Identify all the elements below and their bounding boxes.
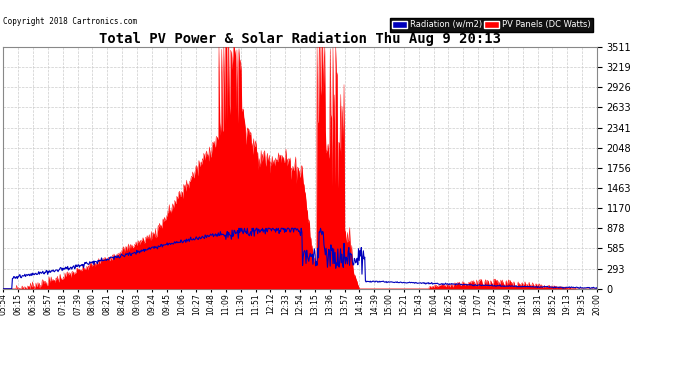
Legend: Radiation (w/m2), PV Panels (DC Watts): Radiation (w/m2), PV Panels (DC Watts) — [391, 18, 593, 32]
Text: Copyright 2018 Cartronics.com: Copyright 2018 Cartronics.com — [3, 17, 137, 26]
Title: Total PV Power & Solar Radiation Thu Aug 9 20:13: Total PV Power & Solar Radiation Thu Aug… — [99, 32, 501, 46]
